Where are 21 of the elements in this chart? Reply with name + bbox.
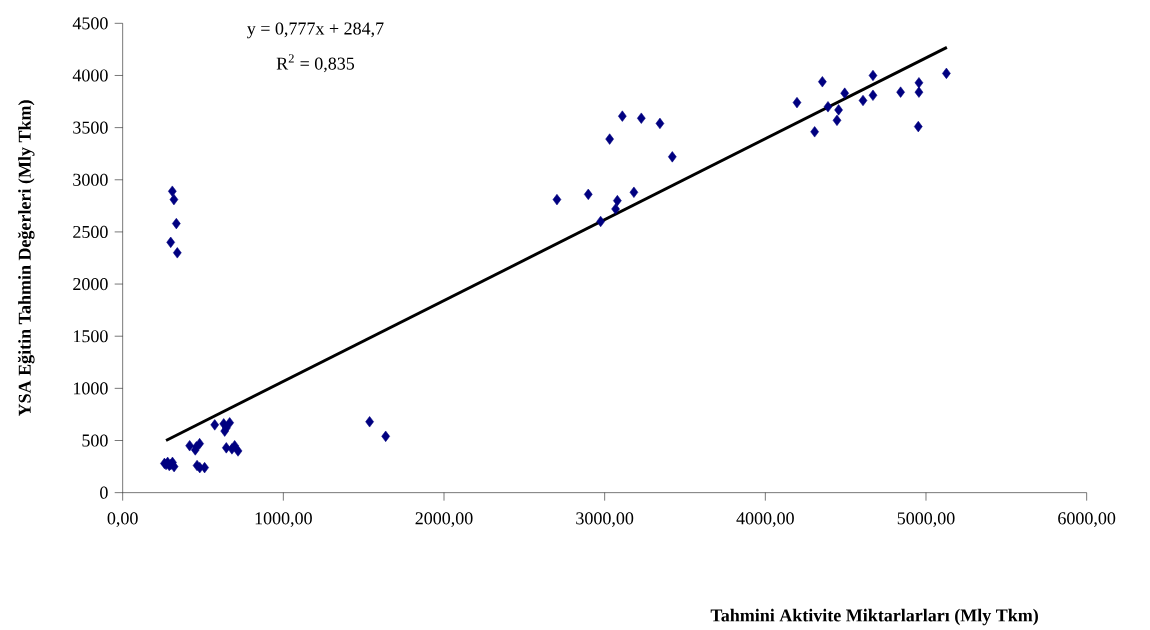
y-tick-label: 3000 (73, 173, 108, 186)
x-tick-label: 1000,00 (255, 512, 312, 527)
annotation: R$^{2}$ = 0,835 (276, 54, 355, 73)
y-tick-label: 1000 (73, 382, 108, 395)
y-tick-label: 2500 (73, 225, 108, 238)
y-tick-label: 4000 (72, 69, 108, 82)
x-tick-label: 2000,00 (415, 512, 473, 527)
x-tick-label: 0,00 (107, 512, 138, 527)
x-axis-title: Tahmini Aktivite Miktarlarları (Mly Tkm) (710, 608, 1038, 626)
y-tick-label: 4500 (72, 17, 108, 30)
x-tick-label: 4000,00 (736, 512, 794, 527)
x-tick-label: 6000,00 (1058, 512, 1116, 527)
y-tick-label: 0 (100, 486, 108, 499)
y-tick-label: 500 (82, 434, 108, 447)
y-axis-title: YSA Eğitin Tahmin Değerleri (Mly Tkm) (17, 100, 35, 417)
y-tick-label: 3500 (73, 121, 108, 134)
annotation: y = 0,777x + 284,7 (247, 22, 384, 39)
y-tick-label: 1500 (73, 330, 108, 343)
x-tick-label: 5000,00 (897, 512, 955, 527)
x-tick-label: 3000,00 (576, 512, 634, 527)
y-tick-label: 2000 (73, 277, 108, 291)
